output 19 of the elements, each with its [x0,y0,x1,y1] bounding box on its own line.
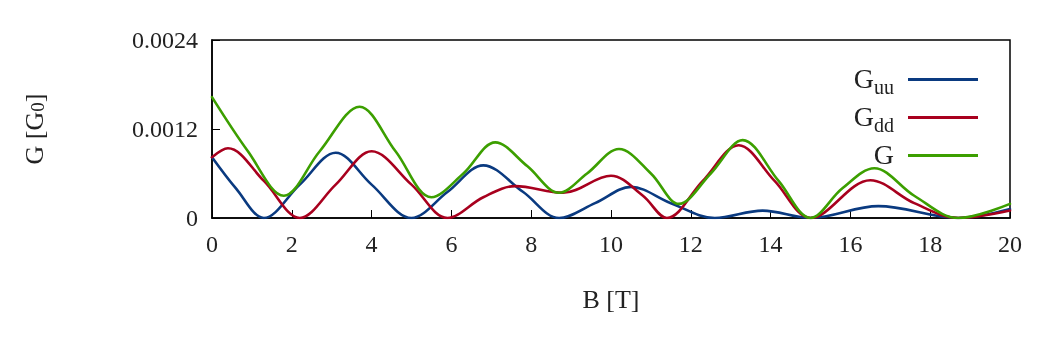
legend-label: G$_{dd}$ [853,101,894,136]
x-tick-label: 6 [445,231,458,257]
y-tick-label: 0.0024 [132,27,198,53]
x-tick-label: 20 [998,231,1022,257]
x-axis-title: B [T] [582,284,640,314]
x-tick-label: 10 [599,231,623,257]
y-tick-label: 0 [186,205,198,231]
x-tick-label: 14 [758,231,783,257]
y-tick-label: 0.0012 [132,116,198,142]
x-tick-label: 18 [918,231,943,257]
y-axis-title: G [G0] [19,93,49,165]
x-tick-label: 16 [838,231,863,257]
x-tick-label: 0 [206,231,218,257]
legend-label: G$_{uu}$ [853,63,894,98]
x-tick-label: 8 [525,231,538,257]
x-tick-label: 2 [285,231,298,257]
x-tick-label: 4 [365,231,378,257]
legend-label: G [873,139,894,170]
x-tick-label: 12 [678,231,703,257]
